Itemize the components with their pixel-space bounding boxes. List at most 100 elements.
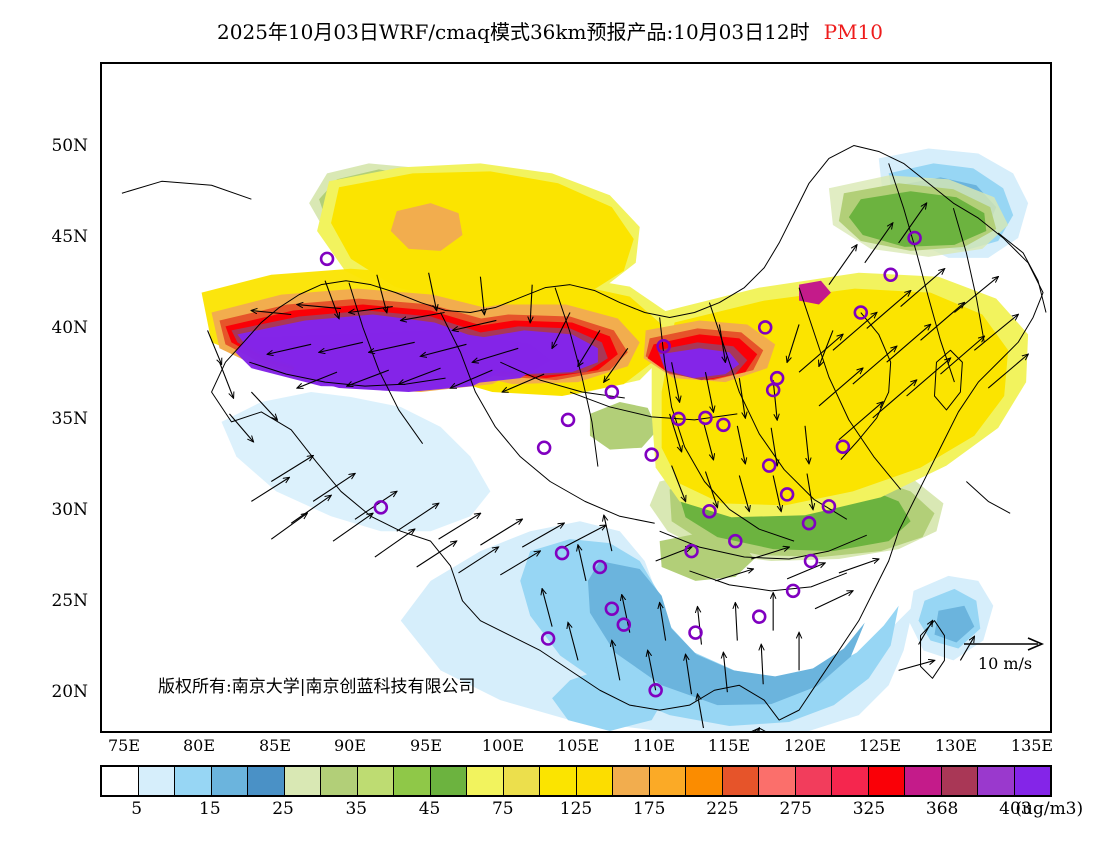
chart-title: 2025年10月03日WRF/cmaq模式36km预报产品:10月03日12时 P… [0, 16, 1100, 45]
colorbar-label-25: 25 [272, 799, 294, 819]
title-species-label: PM10 [823, 20, 883, 44]
colorbar-cell-11 [503, 767, 540, 795]
colorbar-cell-1 [138, 767, 175, 795]
station-circle-icon [698, 410, 713, 426]
colorbar-cell-14 [613, 767, 650, 795]
station-circle-icon [751, 609, 767, 624]
station-circle-icon [373, 500, 389, 515]
colorbar-label-275: 275 [779, 799, 812, 819]
colorbar-label-35: 35 [345, 799, 368, 819]
lon-label-115e: 115E [707, 736, 751, 755]
lat-tick [100, 330, 102, 332]
station-circle-icon [883, 267, 898, 282]
wind-vector-field [207, 203, 1029, 731]
lat-tick [100, 148, 102, 150]
station-circle-icon [853, 305, 869, 320]
colorbar-label-45: 45 [418, 799, 441, 819]
colorbar-cell-8 [394, 767, 431, 795]
colorbar-cell-22 [905, 767, 942, 795]
station-circle-icon [785, 583, 801, 599]
station-circle-icon [761, 458, 777, 473]
colorbar-cell-4 [248, 767, 285, 795]
station-circle-icon [801, 515, 817, 531]
lon-label-130e: 130E [934, 736, 978, 755]
title-text: 2025年10月03日WRF/cmaq模式36km预报产品:10月03日12时 [217, 20, 810, 44]
lon-label-120e: 120E [783, 736, 827, 755]
lat-label-35n: 35N [51, 409, 88, 429]
coastline-and-borders [121, 145, 1047, 731]
station-circle-icon [604, 384, 620, 400]
lat-tick [100, 239, 102, 241]
lat-tick [100, 603, 102, 605]
colorbar-cell-7 [357, 767, 394, 795]
lat-tick [100, 512, 102, 514]
colorbar-cell-24 [978, 767, 1015, 795]
station-circle-icon [592, 559, 608, 575]
lon-label-110e: 110E [632, 736, 676, 755]
station-circle-icon [644, 447, 659, 462]
lat-label-50n: 50N [51, 136, 88, 156]
lat-label-45n: 45N [51, 227, 88, 247]
colorbar-label-75: 75 [491, 799, 514, 819]
station-circle-icon [769, 370, 785, 386]
station-circle-icon [757, 320, 773, 335]
station-markers [319, 230, 922, 698]
lon-label-75e: 75E [107, 736, 141, 755]
station-circle-icon [688, 625, 703, 640]
pm10-contour-map [121, 145, 1047, 731]
colorbar-cell-18 [759, 767, 796, 795]
contour-fill-layers [201, 148, 1029, 731]
colorbar-cell-0 [102, 767, 139, 795]
lat-label-30n: 30N [51, 500, 88, 520]
colorbar-cell-16 [686, 767, 723, 795]
lat-tick [100, 421, 102, 423]
colorbar-cell-25 [1014, 767, 1050, 795]
map-plot-area [100, 62, 1052, 733]
station-circle-icon [821, 499, 837, 514]
station-circle-icon [728, 533, 743, 549]
station-circle-icon [835, 439, 851, 454]
lat-label-40n: 40N [51, 318, 88, 338]
lon-label-125e: 125E [858, 736, 902, 755]
station-circle-icon [604, 601, 620, 616]
colorbar-cell-13 [576, 767, 613, 795]
colorbar-legend: (ug/m3) 5 15 25 35 45 75 125 175 225 275 325 368 403 [100, 765, 1083, 827]
station-circle-icon [554, 545, 570, 561]
lat-label-25n: 25N [51, 591, 88, 611]
colorbar-label-175: 175 [632, 799, 666, 819]
colorbar-cell-3 [211, 767, 248, 795]
wind-scale-arrow [960, 636, 1050, 654]
station-circle-icon [540, 631, 556, 646]
station-circle-icon [779, 487, 795, 502]
colorbar-label-15: 15 [199, 799, 221, 819]
colorbar-cell-10 [467, 767, 504, 795]
colorbar-label-5: 5 [131, 799, 143, 819]
colorbar-unit-label: (ug/m3) [1015, 799, 1084, 819]
lon-label-85e: 85E [258, 736, 292, 755]
copyright-watermark: 版权所有:南京大学|南京创蓝科技有限公司 [158, 677, 476, 697]
station-circle-icon [671, 411, 686, 427]
station-circle-icon [656, 339, 671, 354]
wind-scale-legend: 10 m/s [960, 636, 1050, 673]
station-circle-icon [907, 230, 922, 246]
wind-scale-label: 10 m/s [977, 654, 1033, 673]
lon-label-135e: 135E [1010, 736, 1054, 755]
colorbar-label-125: 125 [559, 799, 593, 819]
colorbar-label-325: 325 [852, 799, 886, 819]
station-circle-icon [684, 543, 699, 559]
station-circle-icon [560, 412, 576, 428]
colorbar-cell-5 [284, 767, 321, 795]
station-circle-icon [536, 440, 552, 455]
colorbar-cell-9 [430, 767, 467, 795]
colorbar-label-225: 225 [706, 799, 739, 819]
lat-label-20n: 20N [51, 682, 88, 702]
colorbar-cell-15 [649, 767, 686, 795]
lon-label-105e: 105E [556, 736, 600, 755]
colorbar-cell-23 [941, 767, 978, 795]
colorbar-cell-17 [722, 767, 759, 795]
station-circle-icon [803, 553, 819, 569]
colorbar-cell-19 [795, 767, 832, 795]
station-circle-icon [319, 251, 335, 267]
lon-label-100e: 100E [481, 736, 525, 755]
colorbar-tick-labels: (ug/m3) 5 15 25 35 45 75 125 175 225 275 325 368 403 [100, 799, 1083, 827]
